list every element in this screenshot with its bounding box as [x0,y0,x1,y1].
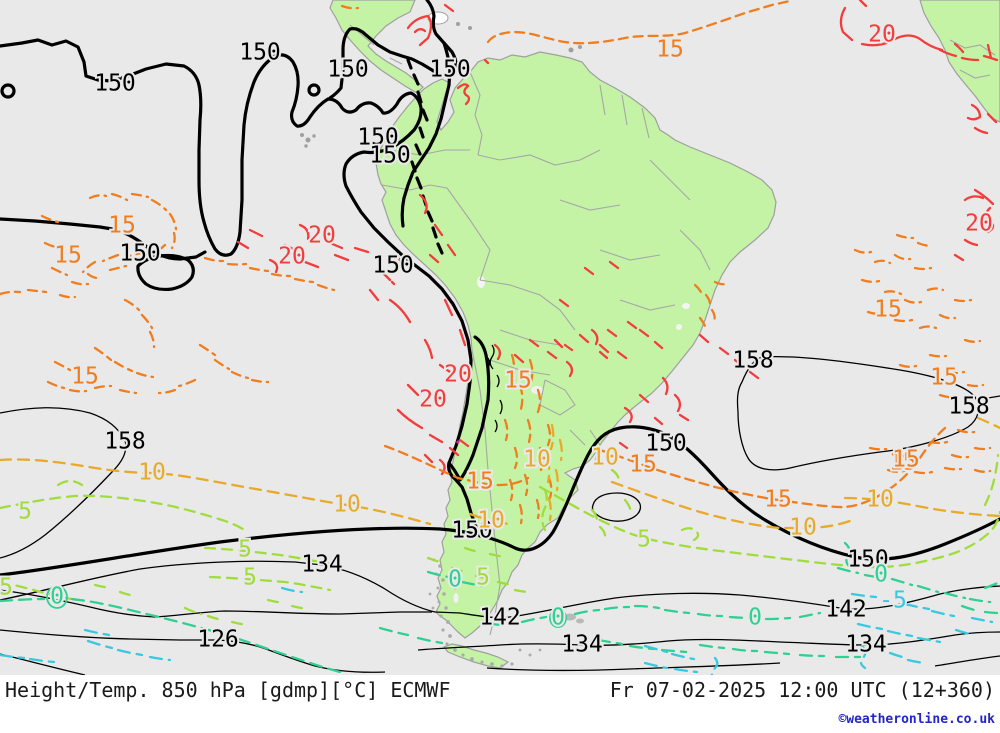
contour-label-126: 126 [197,627,239,653]
contour-label-10: 10 [523,447,551,473]
contour-label-5: 5 [476,565,490,591]
contour-label-150: 150 [119,241,161,267]
contour-label-10: 10 [138,460,166,486]
height-contours-thick [0,0,1000,577]
footer-product-label: Height/Temp. 850 hPa [gdmp][°C] ECMWF [5,678,451,702]
isotherm-20 [236,0,999,476]
contour-label-20: 20 [965,211,993,237]
falkland-islands [564,613,576,621]
contour-label-15: 15 [108,213,136,239]
contour-label-5: 5 [637,527,651,553]
isotherm-5 [0,453,1000,627]
footer-valid-time: Fr 07-02-2025 12:00 UTC (12+360) [610,678,995,702]
contour-label-15: 15 [930,365,958,391]
contour-label-150: 150 [451,518,493,544]
contour-label-150: 150 [357,125,399,151]
contour-label-0: 0 [874,562,888,588]
contour-label-5: 5 [0,575,13,601]
contour-label-15: 15 [656,37,684,63]
contour-label-158: 158 [732,348,774,374]
isotherm-15 [0,0,992,525]
contour-label-150: 150 [429,57,471,83]
contour-label-5: 5 [18,499,32,525]
contour-label-5: 5 [243,565,257,591]
contour-label-134: 134 [301,552,343,578]
contour-label-10: 10 [591,445,619,471]
contour-label-150: 150 [372,253,414,279]
contour-label-15: 15 [629,452,657,478]
contour-label-134: 134 [845,632,887,658]
contour-label-142: 142 [825,597,867,623]
contour-label-150: 150 [239,40,281,66]
contour-label-10: 10 [866,487,894,513]
contour-label-150: 150 [94,71,136,97]
isotherm-10 [0,416,1000,530]
contour-label-15: 15 [764,487,792,513]
contour-label-0: 0 [748,605,762,631]
tierra-del-fuego [443,643,510,669]
contour-label-15: 15 [504,368,532,394]
contour-label-15: 15 [71,364,99,390]
contour-label--5: -5 [879,588,907,614]
magenta-mark [456,440,460,444]
contour-label-150: 150 [327,57,369,83]
africa [919,0,1000,123]
footer-bar [0,675,1000,733]
contour-label-0: 0 [50,584,64,610]
contour-label-15: 15 [892,447,920,473]
contour-label-150: 150 [369,143,411,169]
contour-label-20: 20 [278,244,306,270]
contour-label-150: 150 [645,431,687,457]
contour-label-15: 15 [874,297,902,323]
contour-label-158: 158 [104,429,146,455]
contour-label-10: 10 [333,492,361,518]
contour-label-142: 142 [479,605,521,631]
salar-patch [477,276,485,288]
contour-label-15: 15 [54,243,82,269]
patagonia-terrain-speckles [428,558,542,668]
footer-copyright-link[interactable]: ©weatheronline.co.uk [838,712,995,727]
contour-label-150: 150 [847,547,889,573]
contour-label-20: 20 [419,387,447,413]
contour-label-5: 5 [238,537,252,563]
isotherm-minus5 [0,586,994,681]
contour-label-134: 134 [561,632,603,658]
contour-label-158: 158 [948,394,990,420]
contour-label-20: 20 [444,362,472,388]
contour-label-0: 0 [448,567,462,593]
isotherm-0 [0,541,1000,674]
contour-label-20: 20 [308,223,336,249]
contour-label-10: 10 [789,515,817,541]
contour-label-15: 15 [466,469,494,495]
contour-label-0: 0 [551,605,565,631]
country-borders [349,24,996,636]
contour-label-15: 15 [889,450,917,476]
contour-label-20: 20 [868,22,896,48]
contour-label-10: 10 [477,508,505,534]
